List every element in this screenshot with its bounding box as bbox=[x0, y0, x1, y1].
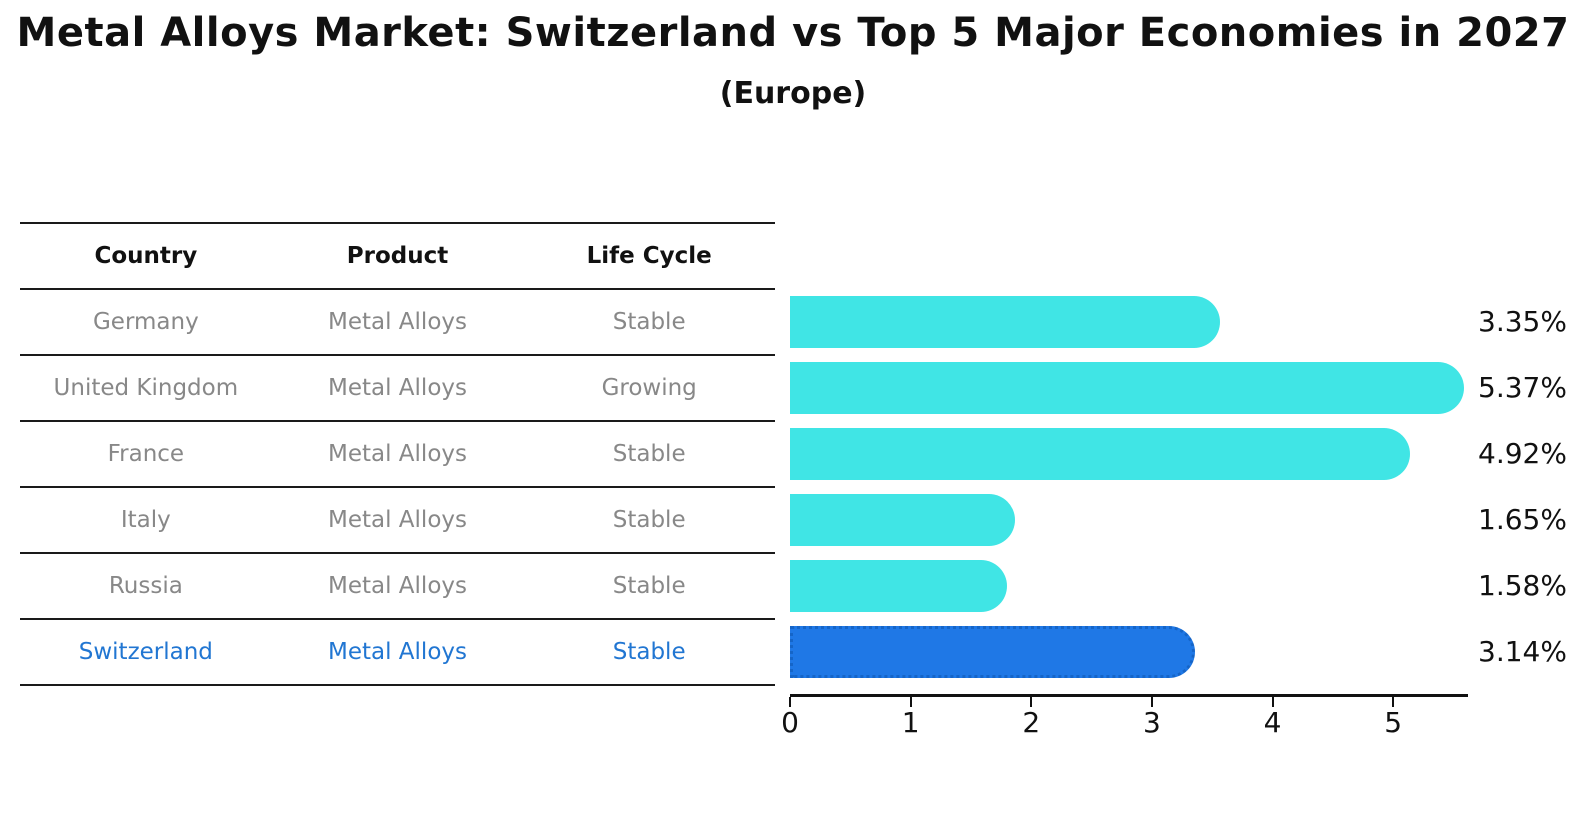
cell-life-cycle: Stable bbox=[612, 507, 686, 533]
value-label: 5.37% bbox=[1478, 371, 1567, 404]
cell-product: Metal Alloys bbox=[328, 375, 467, 401]
x-axis-tick bbox=[1030, 697, 1033, 707]
cell-product: Metal Alloys bbox=[328, 639, 467, 665]
x-axis-tick bbox=[789, 697, 791, 707]
cell-product: Metal Alloys bbox=[328, 507, 467, 533]
column-header-product: Product bbox=[346, 243, 449, 269]
value-label: 1.58% bbox=[1478, 569, 1567, 602]
value-label: 3.14% bbox=[1478, 635, 1567, 668]
x-axis-line bbox=[790, 694, 1468, 697]
cell-life-cycle: Stable bbox=[612, 573, 686, 599]
cell-country: Russia bbox=[108, 573, 183, 599]
cell-country: Germany bbox=[92, 309, 199, 335]
x-axis-tick-label: 3 bbox=[1142, 706, 1161, 739]
table-row: United Kingdom Metal Alloys Growing bbox=[20, 356, 775, 422]
value-label: 1.65% bbox=[1478, 503, 1567, 536]
x-axis-tick-label: 2 bbox=[1022, 706, 1041, 739]
chart-subtitle: (Europe) bbox=[719, 76, 867, 111]
x-axis-tick-label: 0 bbox=[781, 706, 799, 739]
table-row: Russia Metal Alloys Stable bbox=[20, 554, 775, 620]
bar-russia bbox=[790, 560, 1007, 612]
cell-country: France bbox=[107, 441, 185, 467]
cell-product: Metal Alloys bbox=[328, 573, 467, 599]
table-row-switzerland: Switzerland Metal Alloys Stable bbox=[20, 620, 775, 686]
value-label: 4.92% bbox=[1478, 437, 1567, 470]
cell-product: Metal Alloys bbox=[328, 309, 467, 335]
column-header-life-cycle: Life Cycle bbox=[586, 243, 712, 269]
bar-united-kingdom bbox=[790, 362, 1464, 414]
bar-switzerland bbox=[790, 626, 1195, 678]
cell-life-cycle: Growing bbox=[601, 375, 697, 401]
column-header-country: Country bbox=[94, 243, 198, 269]
table-row: Italy Metal Alloys Stable bbox=[20, 488, 775, 554]
x-axis-tick bbox=[1150, 697, 1153, 707]
x-axis-tick-label: 5 bbox=[1384, 706, 1403, 739]
x-axis-tick-label: 1 bbox=[901, 706, 920, 739]
bar-france bbox=[790, 428, 1410, 480]
table-row: France Metal Alloys Stable bbox=[20, 422, 775, 488]
x-axis-tick bbox=[1271, 697, 1274, 707]
bar-italy bbox=[790, 494, 1016, 546]
table-header-row: Country Product Life Cycle bbox=[20, 224, 775, 290]
chart-title: Metal Alloys Market: Switzerland vs Top … bbox=[16, 10, 1570, 56]
cell-life-cycle: Stable bbox=[612, 639, 686, 665]
x-axis-tick-label: 4 bbox=[1263, 706, 1282, 739]
cell-country: United Kingdom bbox=[53, 375, 239, 401]
x-axis-tick bbox=[909, 697, 912, 707]
cell-product: Metal Alloys bbox=[328, 441, 467, 467]
country-table: Country Product Life Cycle Germany Metal… bbox=[20, 222, 775, 686]
bar-germany bbox=[790, 296, 1221, 348]
cell-country: Switzerland bbox=[78, 639, 213, 665]
value-label: 3.35% bbox=[1478, 305, 1567, 338]
cell-country: Italy bbox=[120, 507, 171, 533]
cell-life-cycle: Stable bbox=[612, 309, 686, 335]
x-axis-tick bbox=[1392, 697, 1395, 707]
cell-life-cycle: Stable bbox=[612, 441, 686, 467]
table-row: Germany Metal Alloys Stable bbox=[20, 290, 775, 356]
